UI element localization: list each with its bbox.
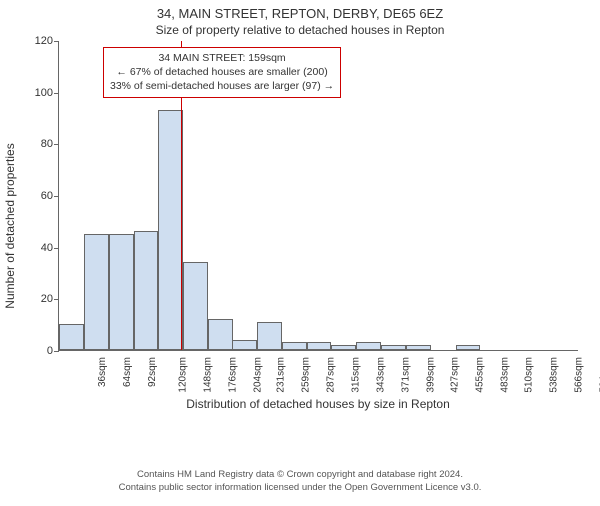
x-tick-label: 538sqm <box>548 357 559 393</box>
histogram-bar <box>456 345 481 350</box>
footer-line-1: Contains HM Land Registry data © Crown c… <box>0 469 600 481</box>
histogram-bar <box>208 319 233 350</box>
histogram-bar <box>356 342 381 350</box>
y-tick-label: 60 <box>41 190 53 202</box>
histogram-bar <box>381 345 406 350</box>
y-tick-label: 40 <box>41 242 53 254</box>
x-tick-label: 510sqm <box>524 357 535 393</box>
x-tick-label: 36sqm <box>97 357 108 387</box>
footer: Contains HM Land Registry data © Crown c… <box>0 469 600 494</box>
x-tick-label: 231sqm <box>276 357 287 393</box>
histogram-bar <box>282 342 307 350</box>
x-tick-label: 343sqm <box>375 357 386 393</box>
x-tick-label: 259sqm <box>301 357 312 393</box>
y-tick-label: 80 <box>41 138 53 150</box>
histogram-bar <box>406 345 431 350</box>
histogram-bar <box>257 322 282 350</box>
x-tick-label: 64sqm <box>122 357 133 387</box>
footer-line-2: Contains public sector information licen… <box>0 482 600 494</box>
histogram-bar <box>307 342 332 350</box>
annotation-line: ← 67% of detached houses are smaller (20… <box>110 65 334 79</box>
x-tick-label: 371sqm <box>400 357 411 393</box>
annotation-line: 33% of semi-detached houses are larger (… <box>110 79 334 93</box>
histogram-bar <box>331 345 356 350</box>
x-tick-label: 315sqm <box>351 357 362 393</box>
histogram-bar <box>158 110 183 350</box>
x-tick-label: 566sqm <box>573 357 584 393</box>
annotation-box: 34 MAIN STREET: 159sqm← 67% of detached … <box>103 47 341 98</box>
annotation-line: 34 MAIN STREET: 159sqm <box>110 51 334 65</box>
title-main: 34, MAIN STREET, REPTON, DERBY, DE65 6EZ <box>0 6 600 21</box>
title-sub: Size of property relative to detached ho… <box>0 23 600 37</box>
histogram-bar <box>183 262 208 350</box>
histogram-bar <box>134 231 159 350</box>
chart-area: Number of detached properties 34 MAIN ST… <box>58 41 578 411</box>
x-tick-label: 287sqm <box>326 357 337 393</box>
histogram-bar <box>59 324 84 350</box>
plot-area: 34 MAIN STREET: 159sqm← 67% of detached … <box>58 41 578 351</box>
x-tick-label: 483sqm <box>500 357 511 393</box>
x-tick-label: 427sqm <box>450 357 461 393</box>
y-tick-label: 20 <box>41 293 53 305</box>
x-tick-label: 399sqm <box>425 357 436 393</box>
x-tick-label: 176sqm <box>227 357 238 393</box>
x-axis-caption: Distribution of detached houses by size … <box>58 397 578 411</box>
y-tick-label: 0 <box>47 345 53 357</box>
x-tick-label: 92sqm <box>147 357 158 387</box>
x-tick-label: 120sqm <box>178 357 189 393</box>
histogram-bar <box>232 340 257 350</box>
y-tick-label: 100 <box>35 87 53 99</box>
histogram-bar <box>109 234 134 350</box>
y-tick-label: 120 <box>35 35 53 47</box>
x-tick-label: 148sqm <box>202 357 213 393</box>
histogram-bar <box>84 234 109 350</box>
x-tick-label: 204sqm <box>252 357 263 393</box>
x-tick-label: 455sqm <box>475 357 486 393</box>
y-axis-label: Number of detached properties <box>3 143 17 308</box>
